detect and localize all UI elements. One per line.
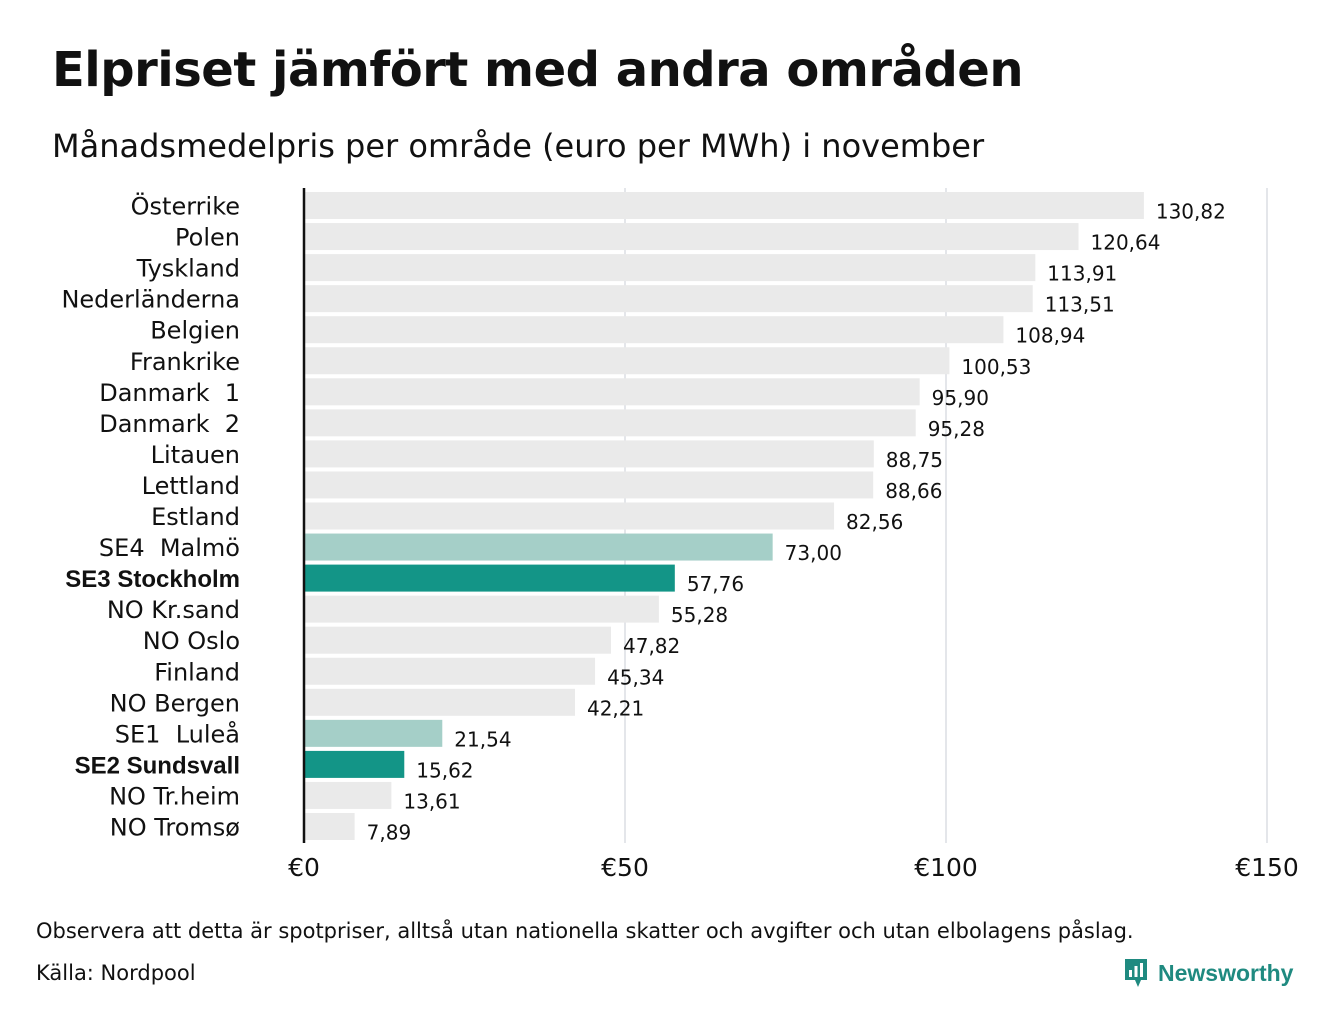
- category-label: Litauen: [151, 441, 240, 469]
- bar-chart-icon: [1125, 959, 1147, 987]
- brand-logo: Newsworthy: [1122, 955, 1293, 991]
- value-label: 57,76: [687, 572, 744, 596]
- bar: [304, 595, 659, 623]
- category-label: NO Oslo: [143, 627, 240, 655]
- value-label: 95,28: [928, 417, 985, 441]
- value-label: 45,34: [607, 665, 664, 689]
- value-label: 42,21: [587, 696, 644, 720]
- bar: [304, 533, 773, 561]
- value-label: 82,56: [846, 510, 903, 534]
- bar: [304, 223, 1079, 251]
- chart-title: Elpriset jämfört med andra områden: [52, 42, 1024, 98]
- bar: [304, 626, 612, 654]
- category-label: Finland: [154, 658, 240, 686]
- category-label: Frankrike: [130, 348, 240, 376]
- value-label: 130,82: [1156, 200, 1226, 224]
- value-label: 113,91: [1047, 262, 1117, 286]
- category-label: Lettland: [142, 472, 240, 500]
- bar: [304, 316, 1004, 344]
- bar-chart: Österrike Polen Tyskland Nederländerna Belgi…: [61, 188, 1299, 882]
- bar: [304, 719, 443, 747]
- value-label: 113,51: [1045, 293, 1115, 317]
- value-label: 73,00: [785, 541, 842, 565]
- value-label: 15,62: [416, 758, 473, 782]
- category-label: Nederländerna: [61, 286, 240, 314]
- brand-name: Newsworthy: [1158, 959, 1294, 986]
- bar: [304, 750, 405, 778]
- value-label: 88,75: [886, 448, 943, 472]
- category-label: Estland: [151, 503, 240, 531]
- category-label: SE2 Sundsvall: [75, 752, 240, 779]
- bar: [304, 440, 874, 468]
- value-label: 21,54: [454, 727, 511, 751]
- category-label: NO Tr.heim: [109, 782, 240, 810]
- value-labels: 130,82 120,64 113,91 113,51 108,94 100,53 95,9…: [367, 200, 1226, 845]
- category-label: SE4 Malmö: [99, 534, 240, 562]
- bar: [304, 254, 1036, 282]
- category-label: Danmark 2: [99, 410, 240, 438]
- bar: [304, 813, 355, 840]
- value-label: 55,28: [671, 603, 728, 627]
- category-label: NO Bergen: [110, 689, 240, 717]
- value-label: 100,53: [961, 355, 1031, 379]
- bar: [304, 471, 874, 499]
- bar: [304, 378, 920, 406]
- value-label: 88,66: [885, 479, 942, 503]
- category-label: NO Kr.sand: [107, 596, 240, 624]
- bar: [304, 285, 1033, 313]
- value-label: 47,82: [623, 634, 680, 658]
- category-label: Österrike: [131, 192, 240, 221]
- bar: [304, 657, 596, 685]
- bar: [304, 781, 392, 809]
- bar: [304, 192, 1144, 219]
- x-tick-label: €50: [601, 853, 649, 882]
- category-label: Tyskland: [136, 255, 240, 283]
- value-label: 13,61: [403, 789, 460, 813]
- value-label: 7,89: [367, 821, 412, 845]
- x-axis-ticks: €0 €50 €100 €150: [288, 853, 1299, 882]
- x-tick-label: €100: [914, 853, 978, 882]
- category-label: Polen: [175, 224, 240, 252]
- x-tick-label: €150: [1235, 853, 1299, 882]
- category-labels: Österrike Polen Tyskland Nederländerna Belgi…: [61, 192, 240, 842]
- value-label: 120,64: [1091, 231, 1161, 255]
- value-label: 95,90: [932, 386, 989, 410]
- chart-subtitle: Månadsmedelpris per område (euro per MWh…: [52, 127, 985, 165]
- category-label: SE1 Luleå: [115, 719, 240, 748]
- value-label: 108,94: [1015, 324, 1085, 348]
- category-label: SE3 Stockholm: [65, 566, 240, 593]
- category-label: Danmark 1: [99, 379, 240, 407]
- source-line: Källa: Nordpool: [36, 961, 196, 985]
- bar: [304, 502, 835, 530]
- category-label: NO Tromsø: [110, 814, 240, 842]
- bar: [304, 347, 950, 375]
- footnote: Observera att detta är spotpriser, allts…: [36, 919, 1134, 943]
- x-tick-label: €0: [288, 853, 320, 882]
- bar: [304, 564, 675, 592]
- bars: [304, 192, 1144, 840]
- bar: [304, 688, 575, 716]
- category-label: Belgien: [150, 317, 240, 345]
- bar: [304, 409, 916, 437]
